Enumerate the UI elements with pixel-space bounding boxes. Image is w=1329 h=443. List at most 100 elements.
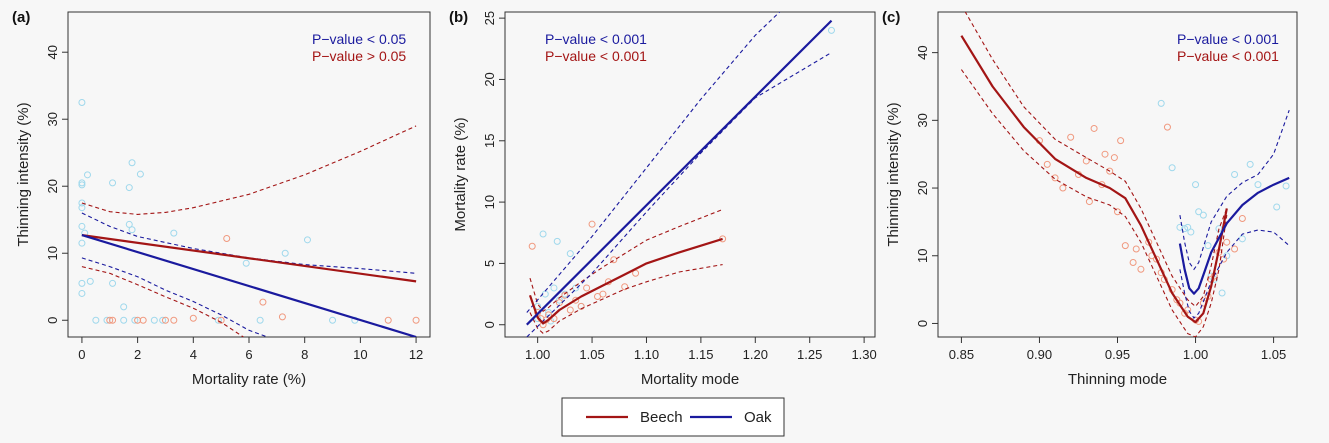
x-tick-label: 0.90 — [1027, 347, 1052, 362]
oak-point — [78, 181, 86, 189]
beech-point — [599, 290, 607, 298]
pvalue-oak: P−value < 0.05 — [312, 31, 406, 47]
oak-point — [281, 249, 289, 257]
panel-3: 0.85 0.90 0.95 1.00 1.05 0 10 20 30 40 Thinning mo… — [882, 9, 1298, 388]
beech-point — [1223, 238, 1231, 246]
beech-point — [189, 314, 197, 322]
beech-fit-line — [528, 237, 723, 325]
panel-label: (a) — [12, 9, 30, 26]
beech-ci-lower — [81, 266, 244, 337]
y-tick-label: 0 — [45, 317, 60, 324]
oak-ci-lower — [81, 257, 270, 337]
oak-point — [539, 230, 547, 238]
plot-frame — [504, 11, 876, 338]
beech-point — [621, 283, 629, 291]
x-tick-label: 2 — [134, 347, 141, 362]
oak-point — [1184, 223, 1192, 231]
x-tick-label: 0 — [78, 347, 85, 362]
beech-point — [259, 298, 267, 306]
oak-point — [329, 316, 337, 324]
oak-point — [120, 316, 128, 324]
oak-point — [550, 284, 558, 292]
beech-point — [384, 316, 392, 324]
x-tick-label: 10 — [353, 347, 367, 362]
beech-point — [161, 316, 169, 324]
x-tick-label: 12 — [409, 347, 423, 362]
legend: Beech Oak — [561, 397, 785, 437]
beech-ci-lower — [529, 264, 723, 334]
beech-point — [109, 316, 117, 324]
oak-point — [1199, 211, 1207, 219]
y-axis-title: Mortality rate (%) — [452, 117, 469, 231]
beech-point — [1110, 154, 1118, 162]
x-axis-title: Mortality mode — [641, 371, 739, 388]
pvalue-beech: P−value > 0.05 — [312, 48, 406, 64]
x-tick-label: 1.25 — [797, 347, 822, 362]
oak-point — [131, 316, 139, 324]
oak-point — [150, 316, 158, 324]
oak-point — [128, 226, 136, 234]
beech-point — [1117, 137, 1125, 145]
beech-point — [1129, 259, 1137, 267]
oak-point — [1168, 164, 1176, 172]
x-tick-label: 0.85 — [949, 347, 974, 362]
y-axis-title: Thinning intensity (%) — [15, 102, 32, 246]
beech-point — [139, 316, 147, 324]
y-tick-label: 5 — [482, 260, 497, 267]
oak-ci-lower — [526, 52, 832, 337]
oak-point — [78, 179, 86, 187]
oak-point — [1195, 208, 1203, 216]
oak-point — [125, 184, 133, 192]
x-tick-label: 1.10 — [634, 347, 659, 362]
y-tick-label: 25 — [482, 11, 497, 25]
beech-ci-upper — [964, 12, 1228, 308]
beech-point — [1121, 242, 1129, 250]
y-tick-label: 0 — [915, 320, 930, 327]
oak-point — [1238, 235, 1246, 243]
oak-point — [827, 26, 835, 34]
oak-ci-upper — [1179, 110, 1290, 271]
y-tick-label: 20 — [915, 181, 930, 195]
oak-point — [120, 303, 128, 311]
oak-ci-upper — [81, 212, 417, 274]
beech-point — [1163, 123, 1171, 131]
oak-point — [109, 179, 117, 187]
x-tick-label: 6 — [245, 347, 252, 362]
beech-point — [217, 316, 225, 324]
beech-point — [566, 306, 574, 314]
beech-point — [1114, 208, 1121, 216]
oak-point — [1218, 289, 1226, 297]
beech-ci-upper — [81, 125, 417, 215]
pvalue-beech: P−value < 0.001 — [1177, 48, 1279, 64]
oak-point — [1181, 225, 1189, 233]
beech-point — [1043, 160, 1051, 168]
beech-point — [1153, 255, 1161, 263]
beech-point — [1132, 245, 1140, 253]
oak-point — [566, 250, 574, 258]
oak-point — [78, 289, 86, 297]
legend-oak-label: Oak — [744, 409, 772, 426]
y-tick-label: 30 — [45, 112, 60, 126]
beech-point — [278, 313, 286, 321]
y-tick-label: 20 — [482, 72, 497, 86]
pvalue-beech: P−value < 0.001 — [545, 48, 647, 64]
oak-point — [1187, 228, 1195, 236]
beech-point — [412, 316, 420, 324]
pvalue-oak: P−value < 0.001 — [1177, 31, 1279, 47]
x-tick-label: 1.15 — [688, 347, 713, 362]
x-tick-label: 1.30 — [851, 347, 876, 362]
x-tick-label: 1.00 — [525, 347, 550, 362]
beech-point — [223, 234, 231, 242]
panel-1: 0 2 4 6 8 10 12 0 10 20 30 40 Mortality rate (%) Thin… — [12, 9, 431, 388]
oak-point — [109, 279, 117, 287]
beech-point — [1101, 150, 1109, 158]
oak-point — [159, 316, 167, 324]
oak-point — [1254, 181, 1262, 189]
oak-point — [1176, 223, 1184, 231]
oak-point — [78, 222, 86, 230]
oak-point — [1157, 99, 1165, 107]
x-tick-label: 8 — [301, 347, 308, 362]
oak-point — [78, 204, 86, 212]
oak-point — [1231, 171, 1239, 178]
beech-point — [1238, 215, 1246, 223]
